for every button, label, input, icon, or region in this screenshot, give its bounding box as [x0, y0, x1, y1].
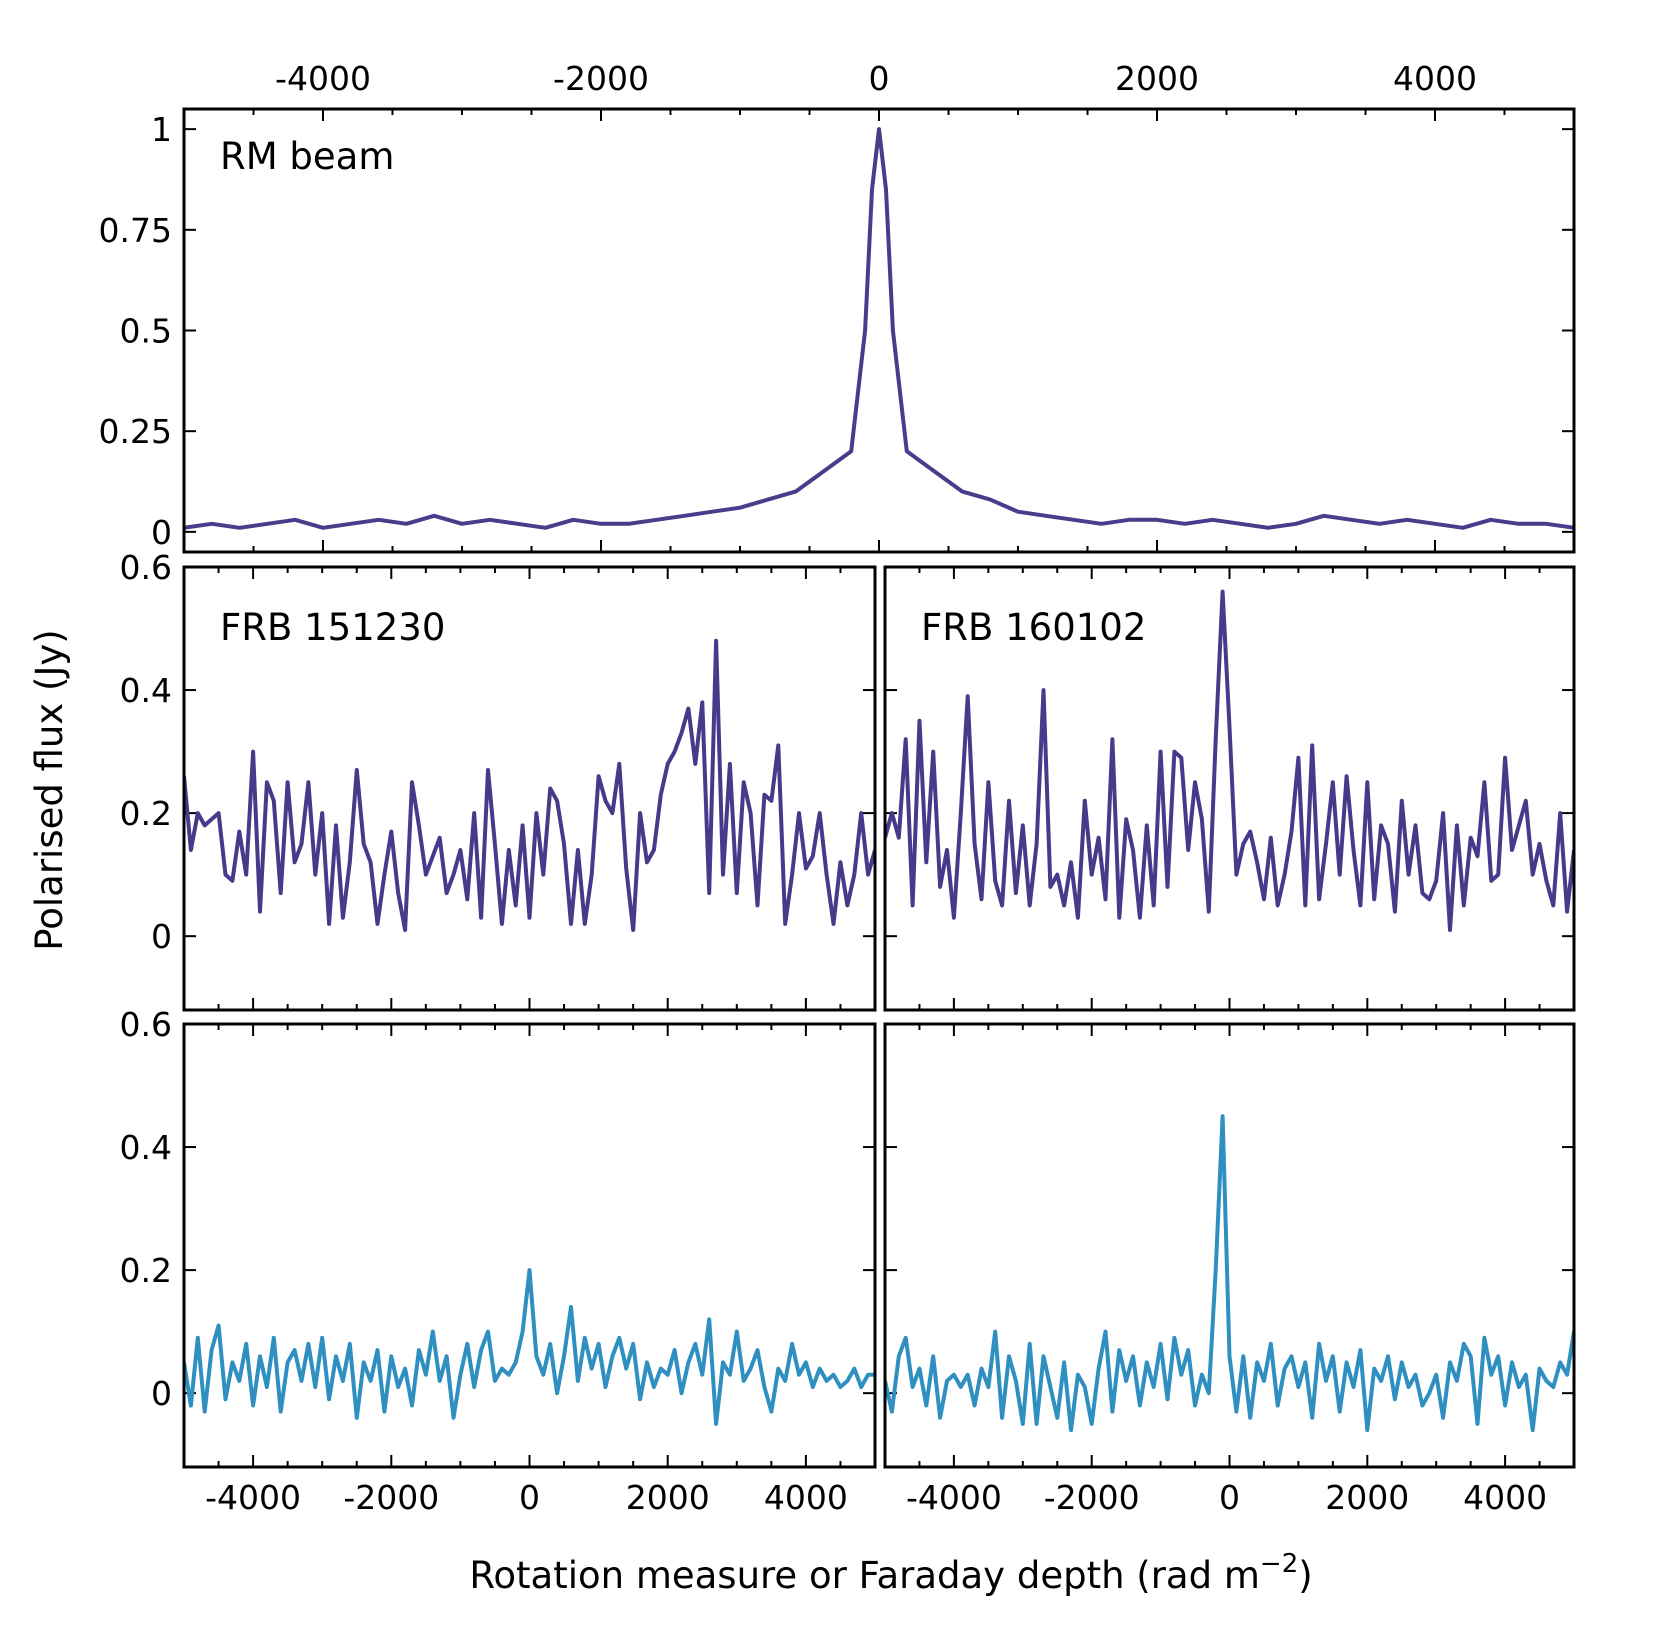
y-tick-label: 0	[151, 513, 172, 552]
x-axis-label-exponent: −2	[1260, 1549, 1298, 1579]
x-tick-label-bottom: 2000	[1325, 1478, 1409, 1517]
panel-frame	[883, 565, 1576, 1012]
x-tick-label-bottom: -2000	[343, 1478, 439, 1517]
y-axis-label: Polarised flux (Jy)	[28, 629, 71, 950]
y-tick-label: 0.2	[120, 1251, 172, 1290]
y-tick-label: 0.5	[120, 312, 172, 351]
x-tick-label-bottom: -4000	[906, 1478, 1002, 1517]
x-tick-label-top: 0	[869, 59, 890, 98]
series-line	[885, 589, 1574, 932]
y-tick-label: 0.4	[120, 1128, 172, 1167]
panels: RM beam 0 0.25 0.5 0.75 1 -4000 -2000 0 2000 4000 F…	[99, 59, 1576, 1517]
y-tick-label: 0.6	[120, 548, 172, 587]
x-tick-label-top: 2000	[1115, 59, 1199, 98]
panel-label: RM beam	[220, 135, 394, 178]
y-tick-label: 0.2	[120, 794, 172, 833]
x-tick-label-bottom: -2000	[1044, 1478, 1140, 1517]
x-tick-label-bottom: 2000	[626, 1478, 710, 1517]
x-axis-label-close: )	[1298, 1554, 1312, 1597]
x-tick-label-top: -4000	[275, 59, 371, 98]
y-tick-label: 0	[151, 917, 172, 956]
panel-frb160102_top: FRB 160102	[883, 565, 1576, 1012]
y-tick-label: 0.6	[120, 1005, 172, 1044]
series-line	[184, 638, 875, 932]
x-tick-label-bottom: 4000	[1463, 1478, 1547, 1517]
panel-frb160102_bottom: -4000 -2000 0 2000 4000	[883, 1022, 1576, 1517]
y-tick-label: 0.4	[120, 671, 172, 710]
x-tick-label-top: 4000	[1393, 59, 1477, 98]
panel-rm_beam: RM beam 0 0.25 0.5 0.75 1 -4000 -2000 0 2000 4000	[99, 59, 1576, 554]
x-tick-label-top: -2000	[553, 59, 649, 98]
panel-label: FRB 151230	[220, 606, 445, 649]
x-tick-label-bottom: 0	[1219, 1478, 1240, 1517]
series-line	[184, 1268, 875, 1426]
series-line	[885, 1114, 1574, 1433]
panel-label: FRB 160102	[921, 606, 1146, 649]
x-axis-label: Rotation measure or Faraday depth (rad m…	[469, 1549, 1312, 1597]
x-tick-label-bottom: 4000	[764, 1478, 848, 1517]
series-line	[184, 127, 1574, 530]
y-tick-label: 1	[151, 110, 172, 149]
panel-frb151230_top: FRB 151230 0 0.2 0.4 0.6	[120, 548, 877, 1012]
panel-frame	[182, 1022, 877, 1469]
y-tick-label: 0	[151, 1374, 172, 1413]
panel-frame	[883, 1022, 1576, 1469]
x-tick-label-bottom: 0	[519, 1478, 540, 1517]
panel-frame	[182, 565, 877, 1012]
x-axis-label-main: Rotation measure or Faraday depth (rad m	[469, 1554, 1260, 1597]
y-tick-label: 0.75	[99, 211, 172, 250]
panel-frame	[182, 107, 1576, 554]
x-tick-label-bottom: -4000	[205, 1478, 301, 1517]
y-tick-label: 0.25	[99, 412, 172, 451]
panel-frb151230_bottom: 0 0.2 0.4 0.6 -4000 -2000 0 2000 4000	[120, 1005, 877, 1517]
